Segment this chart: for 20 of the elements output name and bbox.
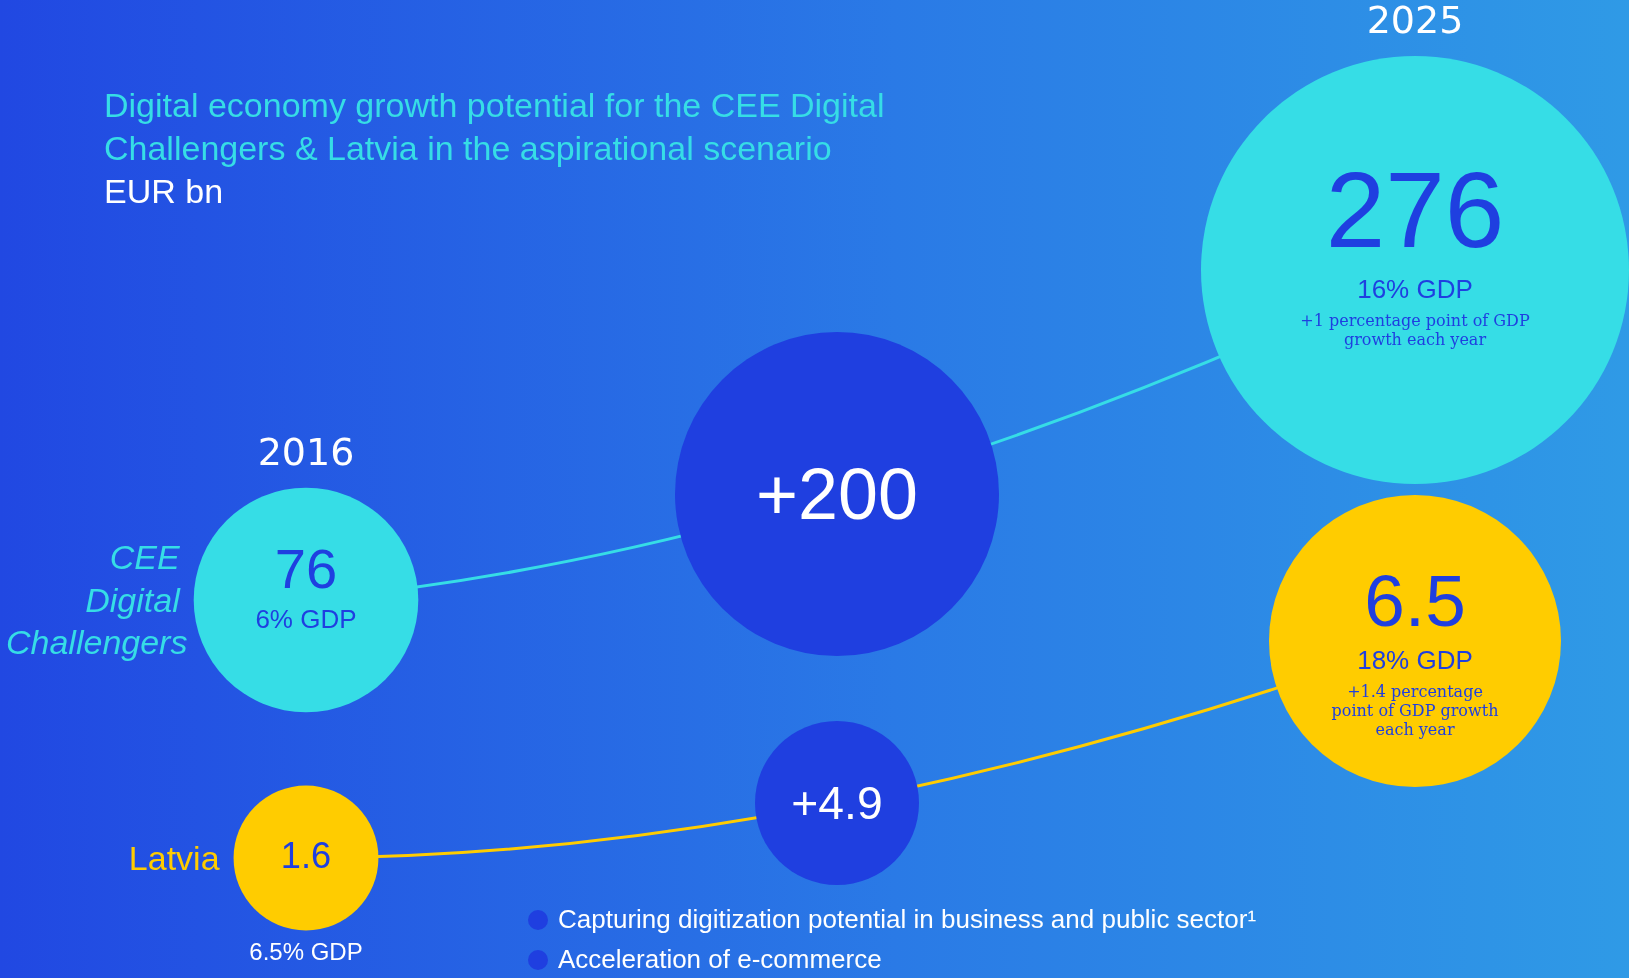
text: 6.5% GDP [248, 938, 364, 967]
data-label: 276 [1324, 150, 1506, 271]
data-label: 6.5 [1363, 559, 1467, 641]
data-label: 76 [273, 537, 339, 601]
text: Capturing digitization potential in business and public sector¹ [558, 904, 1257, 935]
series-label: Latvia [127, 837, 220, 879]
text: +200 [755, 453, 919, 535]
text: 18% GDP [1356, 644, 1474, 676]
text: +1 percentage point of GDP growth each year [1299, 310, 1531, 349]
text: EUR bn [104, 172, 224, 211]
text: +1.4 percentage point of GDP growth each year [1330, 681, 1500, 739]
text: +4.9 [790, 776, 884, 830]
series-label: CEE Digital Challengers [5, 537, 188, 664]
text: 6% GDP [254, 603, 358, 635]
category-label: 2016 [256, 429, 356, 474]
data-label: 1.6 [279, 835, 333, 877]
category-label: 2025 [1365, 0, 1465, 42]
text: Acceleration of e-commerce [558, 944, 882, 975]
text: 16% GDP [1356, 273, 1474, 305]
text: Digital economy growth potential for the CEE Digital Challengers & Latvia in the aspirational scenario [104, 85, 886, 169]
